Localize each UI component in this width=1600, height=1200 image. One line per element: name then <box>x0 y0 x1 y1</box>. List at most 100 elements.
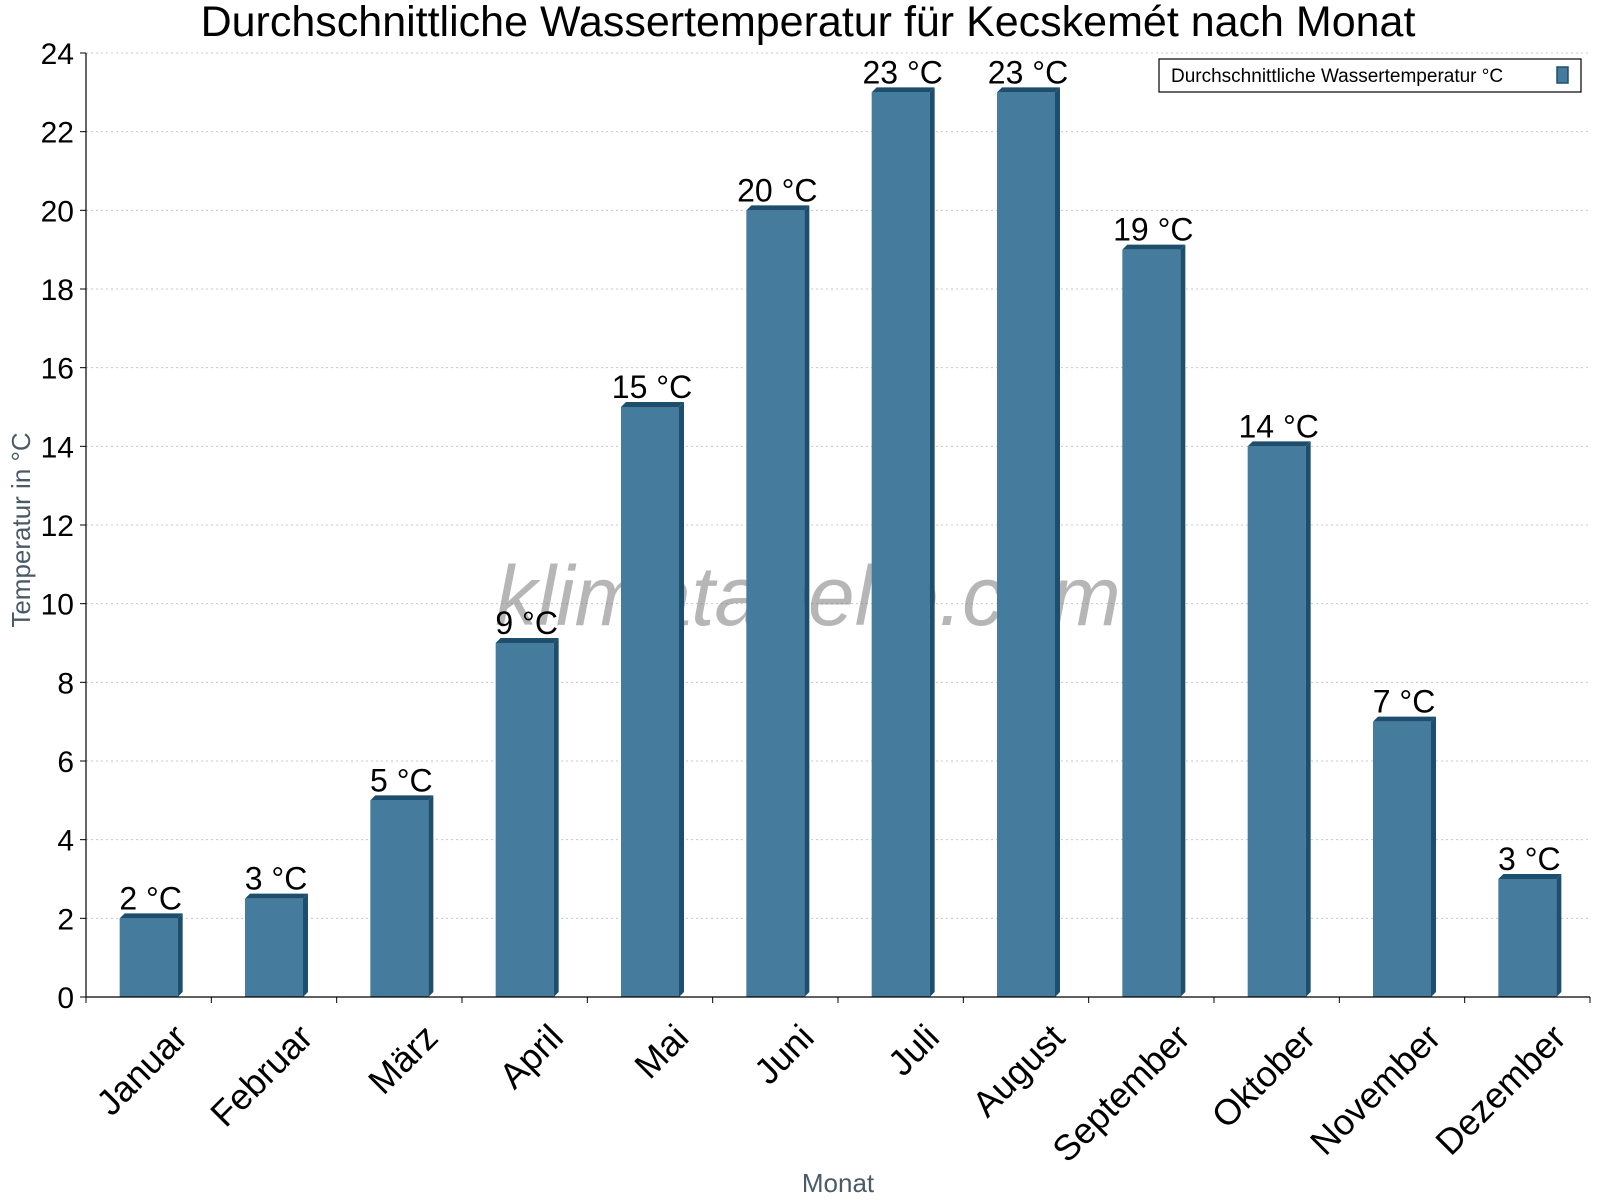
bar-side <box>428 795 434 997</box>
bar-top <box>119 913 183 919</box>
bar <box>997 92 1055 998</box>
bar-top <box>621 402 684 407</box>
bar-side <box>1055 87 1060 998</box>
x-tick-label: Mai <box>626 1016 696 1086</box>
y-tick-label: 8 <box>57 667 74 700</box>
data-label: 2 °C <box>119 880 182 916</box>
y-tick-label: 16 <box>41 353 74 386</box>
bar <box>1373 721 1431 997</box>
legend-swatch <box>1556 66 1569 84</box>
x-tick-label: März <box>360 1016 446 1102</box>
y-tick-label: 18 <box>41 274 74 307</box>
y-tick-label: 20 <box>41 195 74 228</box>
bar <box>1247 446 1306 997</box>
data-label: 3 °C <box>1498 841 1561 877</box>
bar-november <box>1373 716 1436 997</box>
bar-side <box>177 913 183 997</box>
x-tick-label: August <box>964 1016 1072 1124</box>
y-axis-title: Temperatur in °C <box>6 432 36 627</box>
bar <box>1122 249 1181 997</box>
bar-top <box>997 87 1060 93</box>
x-tick-label: Juli <box>880 1016 947 1083</box>
legend-box <box>1158 58 1582 93</box>
bar <box>746 210 805 998</box>
bar <box>370 800 429 997</box>
y-tick-label: 10 <box>41 589 74 622</box>
bar-side <box>303 893 308 997</box>
axes <box>80 52 1591 1003</box>
bar-februar <box>245 893 308 997</box>
bar-top <box>1247 441 1311 447</box>
bar-mai <box>621 402 684 997</box>
bar-juli <box>871 87 935 998</box>
grid-lines <box>86 52 1590 919</box>
data-label: 9 °C <box>495 605 558 641</box>
legend-label: Durchschnittliche Wassertemperatur °C <box>1171 66 1503 87</box>
data-label: 7 °C <box>1373 684 1436 720</box>
bar-top <box>370 795 434 801</box>
bar <box>245 898 303 997</box>
bar-april <box>495 638 559 997</box>
y-tick-label: 12 <box>41 510 74 543</box>
bar <box>871 92 930 998</box>
bar-side <box>1180 244 1186 997</box>
data-label: 3 °C <box>245 861 308 897</box>
bar-top <box>245 893 308 899</box>
bar-top <box>495 638 559 643</box>
bar-top <box>746 205 810 211</box>
x-axis-title: Monat <box>802 1168 875 1198</box>
x-tick-label: November <box>1302 1016 1448 1162</box>
y-tick-label: 4 <box>57 825 74 858</box>
bar-side <box>929 87 935 998</box>
y-tick-label: 2 <box>57 903 74 936</box>
data-label: 15 °C <box>612 369 692 405</box>
data-label: 23 °C <box>862 54 942 90</box>
bar-top <box>1122 244 1186 250</box>
y-tick-label: 14 <box>41 431 74 464</box>
legend: Durchschnittliche Wassertemperatur °C <box>1158 58 1582 93</box>
y-tick-label: 6 <box>57 746 74 779</box>
bar-oktober <box>1247 441 1311 997</box>
y-tick-label: 22 <box>41 117 74 150</box>
data-labels: 2 °C 3 °C 5 °C 9 °C 15 °C 20 °C 23 °C 23 °C 19 °… <box>119 54 1560 916</box>
bars <box>119 87 1562 998</box>
data-label: 5 °C <box>370 762 433 798</box>
data-label: 23 °C <box>988 54 1068 90</box>
x-tick-label: Juni <box>746 1016 822 1092</box>
bar-side <box>1305 441 1311 997</box>
y-tick-label: 0 <box>57 982 74 1015</box>
bar <box>495 643 554 997</box>
x-tick-label: Januar <box>88 1016 195 1123</box>
bar-juni <box>746 205 810 998</box>
bar-januar <box>119 913 183 997</box>
bar-top <box>1373 716 1436 722</box>
bar-september <box>1122 244 1186 997</box>
bar-side <box>1431 716 1436 997</box>
chart-title: Durchschnittliche Wassertemperatur für K… <box>201 0 1416 46</box>
bar-top <box>871 87 935 93</box>
data-label: 19 °C <box>1113 212 1193 248</box>
x-tick-labels: Januar Februar März April Mai Juni Juli AugustS… <box>88 1016 1574 1170</box>
bar-side <box>553 638 559 997</box>
bar-märz <box>370 795 434 997</box>
y-tick-label: 24 <box>41 38 74 71</box>
data-label: 14 °C <box>1238 408 1318 444</box>
bar <box>1498 879 1557 997</box>
bar-side <box>804 205 810 998</box>
bar-august <box>997 87 1060 998</box>
x-tick-label: Dezember <box>1427 1016 1573 1162</box>
data-label: 20 °C <box>737 172 817 208</box>
x-tick-label: Februar <box>202 1016 320 1134</box>
bar-side <box>1556 874 1562 997</box>
bar <box>621 407 679 997</box>
x-tick-label: Oktober <box>1203 1016 1323 1136</box>
bar-side <box>679 402 684 997</box>
bar-dezember <box>1498 874 1562 997</box>
bar <box>119 918 178 997</box>
x-tick-label: April <box>491 1016 571 1096</box>
bar-top <box>1498 874 1562 879</box>
x-tick-label: September <box>1044 1016 1198 1170</box>
